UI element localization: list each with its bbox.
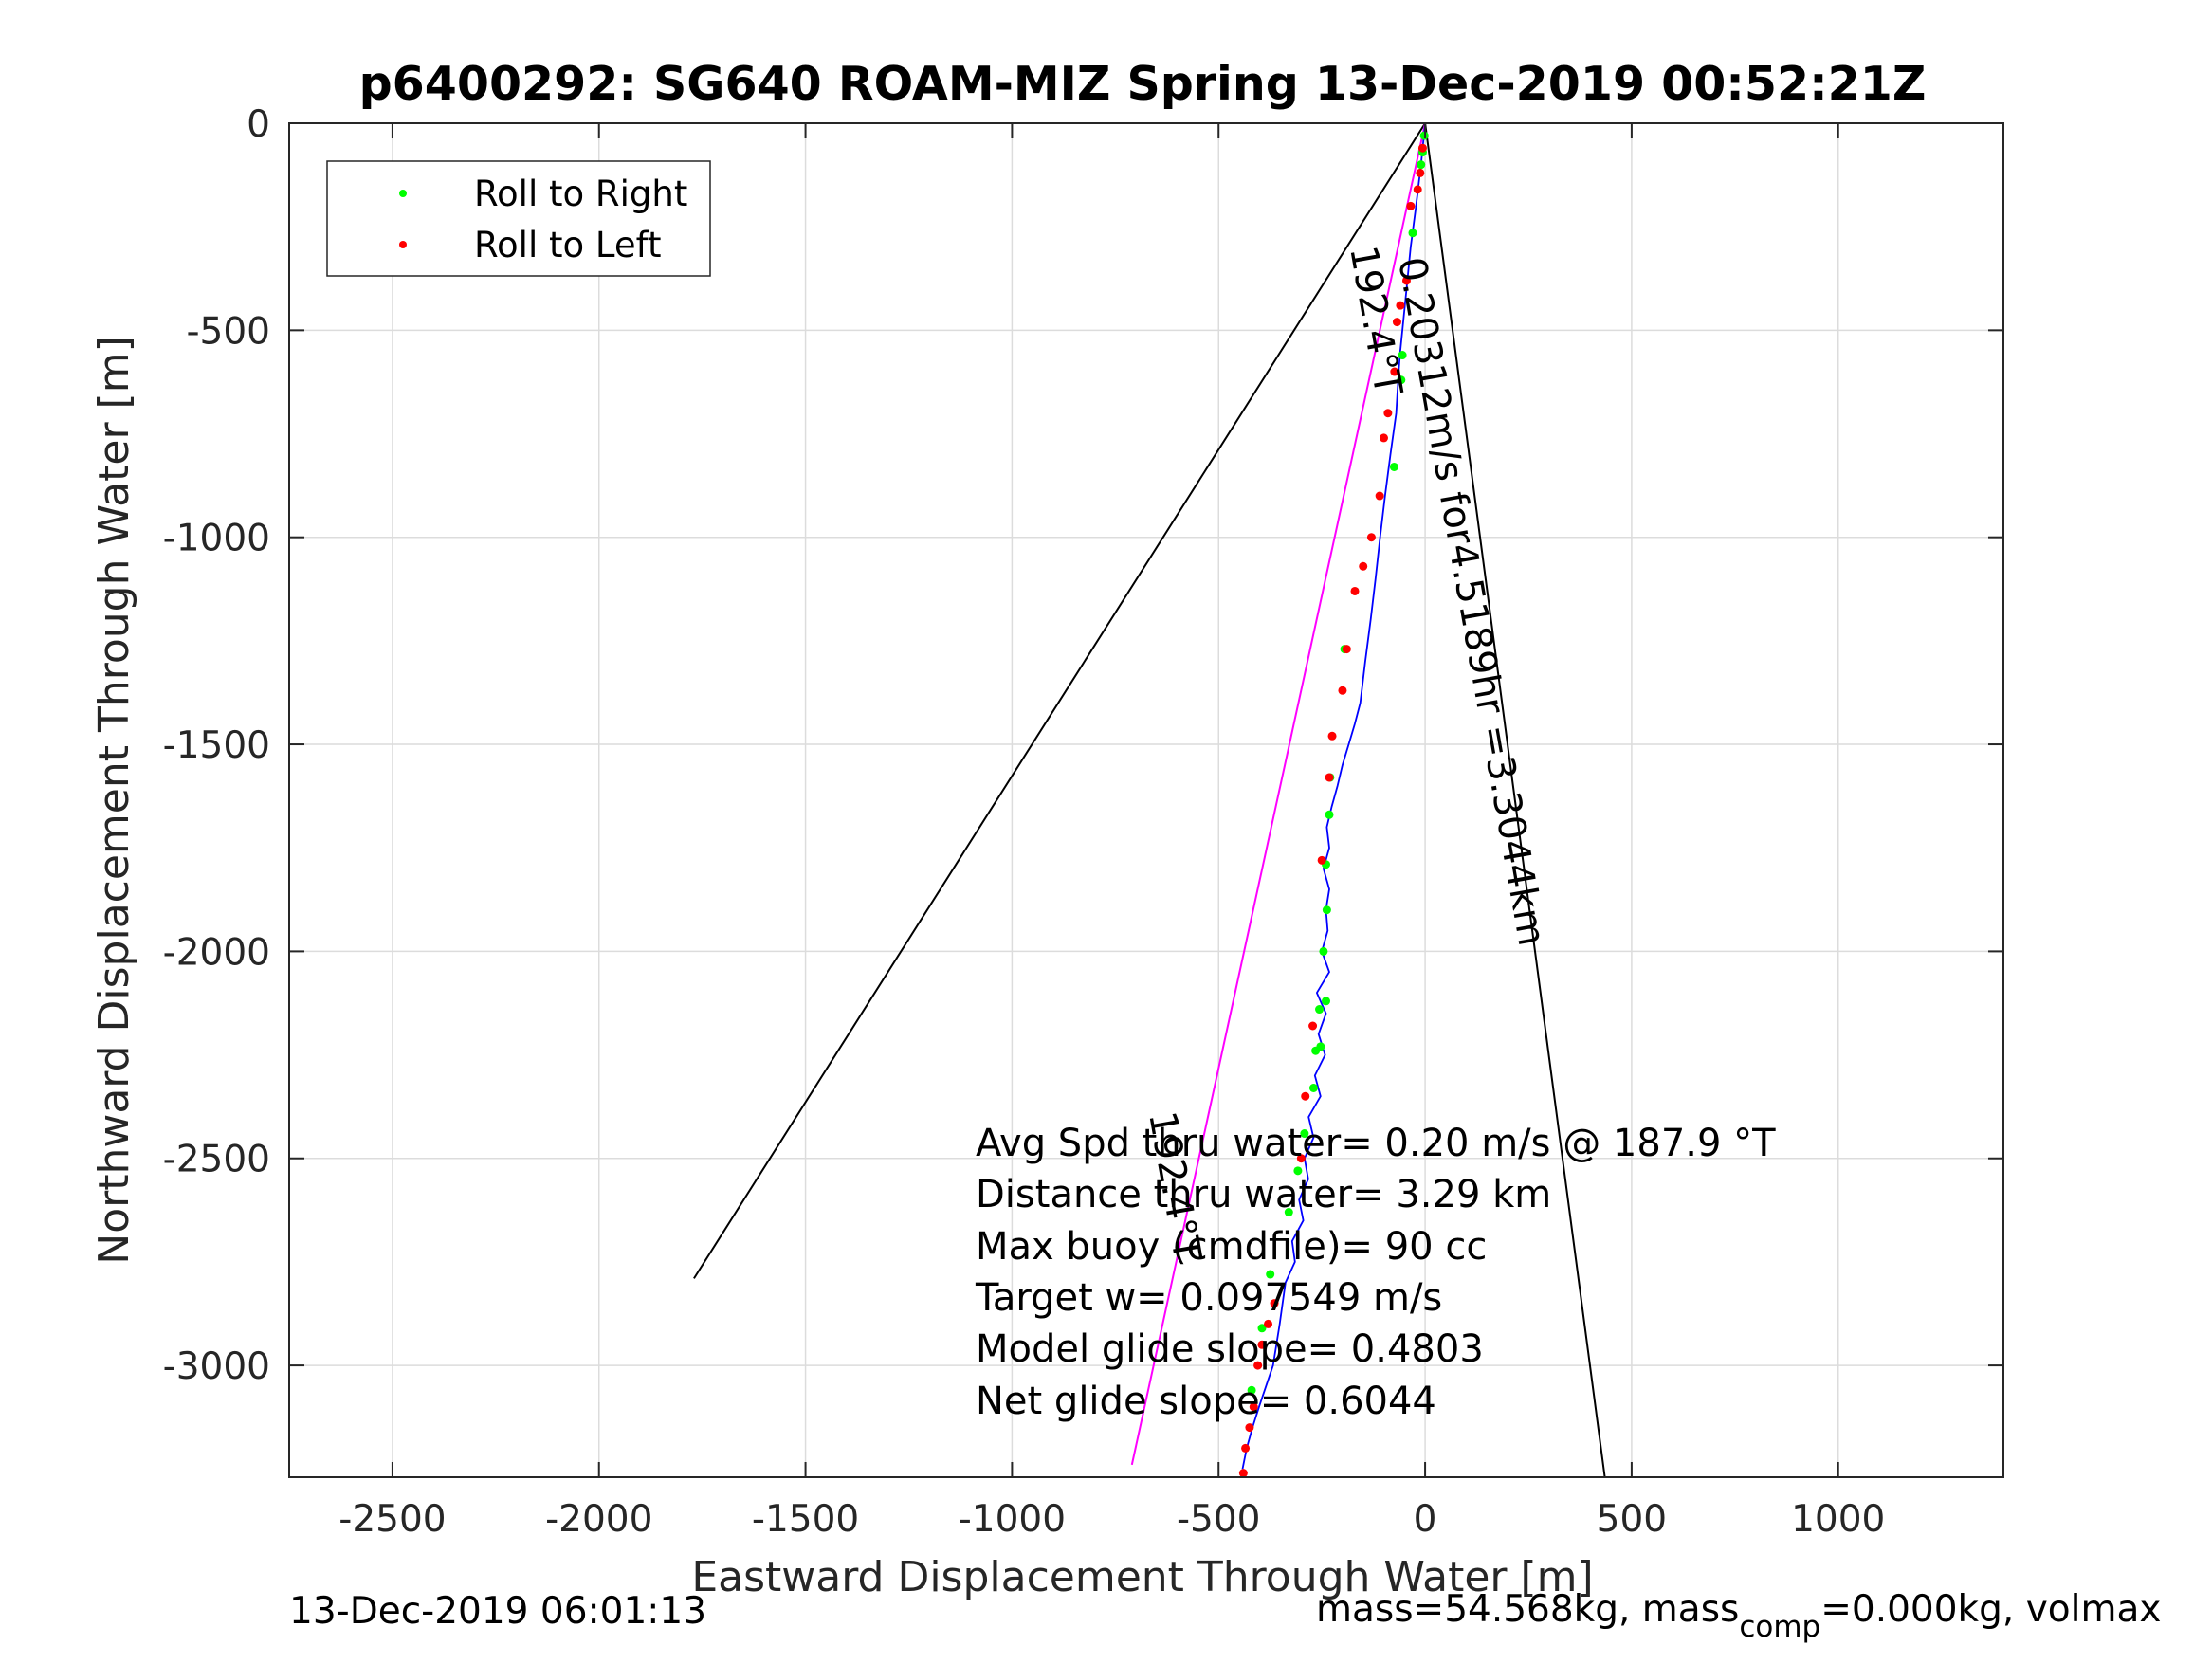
x-tick-label: -1000: [959, 1498, 1066, 1541]
roll-left-point: [1317, 855, 1326, 865]
stat-target-w: Target w= 0.097549 m/s: [975, 1276, 1442, 1320]
roll-right-point: [1398, 351, 1407, 360]
stat-model-glide-slope: Model glide slope= 0.4803: [976, 1327, 1484, 1371]
footer-mass-prefix: mass=54.568kg, mass: [1316, 1588, 1739, 1631]
footer-mass-subscript: comp: [1739, 1610, 1820, 1644]
roll-left-point: [1406, 201, 1416, 210]
y-tick-label: -500: [186, 310, 270, 353]
roll-right-point: [1322, 905, 1331, 915]
legend-label-roll-right: Roll to Right: [474, 174, 687, 214]
roll-right-point: [1325, 810, 1334, 819]
roll-left-point: [1366, 533, 1376, 542]
legend-marker-roll-right: [399, 190, 407, 197]
roll-left-point: [1325, 773, 1334, 782]
roll-right-point: [1266, 1270, 1275, 1279]
roll-right-point: [1284, 1208, 1293, 1217]
roll-right-point: [1247, 1385, 1256, 1395]
x-tick-label: 500: [1597, 1498, 1667, 1541]
roll-right-point: [1293, 1166, 1303, 1176]
roll-right-point: [1389, 462, 1398, 471]
x-tick-label: -2500: [338, 1498, 446, 1541]
data-layer: [693, 123, 1606, 1477]
roll-left-point: [1390, 367, 1399, 376]
x-tick-label: -1500: [752, 1498, 859, 1541]
roll-left-point: [1253, 1361, 1263, 1370]
roll-right-point: [1308, 1084, 1318, 1093]
footer-mass-suffix: =0.000kg, volmax: [1820, 1588, 2161, 1631]
footer-mass-info: mass=54.568kg, masscomp=0.000kg, volmax: [1316, 1588, 2161, 1644]
legend-box: [326, 160, 711, 277]
y-tick-label: -3000: [163, 1345, 270, 1388]
x-tick-label: -2000: [545, 1498, 652, 1541]
roll-left-point: [1350, 586, 1360, 595]
y-tick-label: 0: [247, 103, 270, 146]
roll-right-point: [1322, 997, 1331, 1006]
roll-right-point: [1257, 1324, 1267, 1333]
chart-title: p6400292: SG640 ROAM-MIZ Spring 13-Dec-2…: [359, 57, 1927, 111]
roll-left-point: [1416, 168, 1425, 177]
roll-right-point: [1417, 160, 1426, 170]
roll-left-point: [1245, 1423, 1254, 1433]
roll-left-point: [1417, 143, 1427, 153]
heading-line: [1130, 123, 1427, 1466]
roll-right-point: [1408, 229, 1417, 238]
roll-right-point: [1315, 1005, 1325, 1015]
plot-frame: [288, 122, 2004, 1478]
roll-left-point: [1338, 686, 1347, 695]
x-tick-label: -500: [1177, 1498, 1261, 1541]
y-axis-label: Northward Displacement Through Water [m]: [90, 336, 138, 1264]
y-tick-label: -1000: [163, 518, 270, 560]
roll-left-point: [1301, 1091, 1310, 1101]
roll-left-point: [1257, 1340, 1267, 1349]
stat-avg-speed: Avg Spd thru water= 0.20 m/s @ 187.9 °T: [976, 1122, 1776, 1165]
roll-left-point: [1413, 185, 1422, 194]
stat-max-buoy: Max buoy (cmdfile)= 90 cc: [976, 1225, 1487, 1269]
roll-right-point: [1300, 1129, 1309, 1139]
roll-left-point: [1359, 561, 1368, 571]
y-tick-label: -1500: [163, 724, 270, 767]
stat-distance: Distance thru water= 3.29 km: [976, 1173, 1551, 1216]
plot-area: [289, 123, 2003, 1477]
stat-net-glide-slope: Net glide slope= 0.6044: [976, 1380, 1436, 1423]
roll-left-point: [1249, 1402, 1258, 1412]
roll-left-point: [1264, 1319, 1273, 1328]
roll-left-point: [1396, 301, 1405, 310]
roll-left-point: [1380, 433, 1389, 443]
roll-left-point: [1342, 645, 1351, 654]
ticks: -2500 -2000 -1500 -1000 -500 0 500 1000 0 -500 -10…: [163, 103, 2003, 1541]
y-tick-label: -2000: [163, 931, 270, 974]
x-axis-label: Eastward Displacement Through Water [m]: [691, 1553, 1593, 1601]
footer-timestamp: 13-Dec-2019 06:01:13: [289, 1590, 706, 1633]
roll-right-point: [1397, 375, 1406, 385]
fan-lines: [693, 123, 1606, 1477]
roll-left-point: [1241, 1443, 1251, 1453]
roll-right-point: [1311, 1046, 1321, 1055]
y-tick-label: -2500: [163, 1139, 270, 1181]
roll-left-point: [1270, 1299, 1279, 1308]
roll-left-point: [1401, 276, 1411, 285]
roll-right-point: [1319, 946, 1328, 956]
x-tick-label: 1000: [1791, 1498, 1885, 1541]
x-tick-label: 0: [1414, 1498, 1437, 1541]
legend: Roll to Right Roll to Left: [326, 160, 711, 277]
roll-left-point: [1296, 1154, 1306, 1163]
legend-label-roll-left: Roll to Left: [474, 225, 662, 265]
legend-marker-roll-left: [399, 241, 407, 248]
roll-left-point: [1375, 491, 1384, 501]
roll-left-point: [1392, 318, 1401, 327]
roll-left-point: [1327, 731, 1337, 741]
roll-left-point: [1308, 1021, 1318, 1031]
stats-block: Avg Spd thru water= 0.20 m/s @ 187.9 °T …: [975, 1122, 1776, 1423]
roll-left-point: [1383, 409, 1393, 418]
roll-left-point: [1238, 1469, 1248, 1477]
